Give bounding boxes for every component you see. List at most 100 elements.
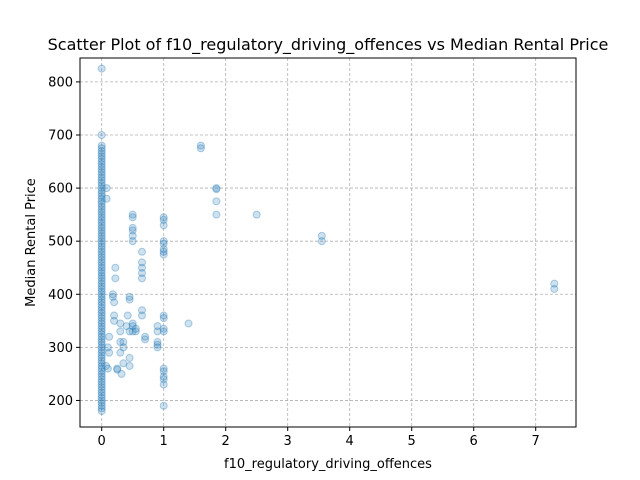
data-point bbox=[97, 218, 106, 227]
data-point bbox=[97, 170, 106, 179]
data-point bbox=[125, 295, 134, 304]
data-point bbox=[317, 237, 326, 246]
data-point bbox=[97, 242, 106, 251]
data-point bbox=[97, 303, 106, 312]
data-point bbox=[97, 282, 106, 291]
data-point bbox=[97, 258, 106, 267]
data-point bbox=[159, 375, 168, 384]
data-point bbox=[97, 160, 106, 169]
data-point bbox=[125, 327, 134, 336]
data-point bbox=[196, 141, 205, 150]
data-point bbox=[159, 372, 168, 381]
data-point bbox=[97, 393, 106, 402]
data-point bbox=[97, 207, 106, 216]
data-point bbox=[97, 205, 106, 214]
data-point bbox=[97, 176, 106, 185]
data-point bbox=[131, 324, 140, 333]
plot-frame bbox=[79, 57, 577, 428]
data-point bbox=[97, 274, 106, 283]
data-point bbox=[212, 197, 221, 206]
data-point bbox=[252, 210, 261, 219]
data-point bbox=[128, 237, 137, 246]
data-points bbox=[97, 64, 559, 416]
data-point bbox=[97, 221, 106, 230]
data-point bbox=[128, 231, 137, 240]
data-point bbox=[97, 231, 106, 240]
data-point bbox=[97, 271, 106, 280]
x-tick-label: 1 bbox=[160, 434, 168, 449]
data-point bbox=[119, 338, 128, 347]
data-point bbox=[97, 298, 106, 307]
data-point bbox=[97, 343, 106, 352]
x-tick-label: 4 bbox=[346, 434, 354, 449]
data-point bbox=[97, 388, 106, 397]
data-point bbox=[97, 404, 106, 413]
data-point bbox=[128, 322, 137, 331]
data-point bbox=[184, 319, 193, 328]
data-point bbox=[153, 327, 162, 336]
data-point bbox=[122, 322, 131, 331]
data-point bbox=[159, 221, 168, 230]
data-point bbox=[97, 226, 106, 235]
data-point bbox=[138, 247, 146, 256]
data-point bbox=[159, 367, 168, 376]
data-point bbox=[97, 229, 106, 238]
data-point bbox=[97, 247, 106, 256]
data-point bbox=[138, 311, 146, 320]
data-point bbox=[97, 152, 106, 161]
data-point bbox=[153, 338, 162, 347]
data-point bbox=[97, 165, 106, 174]
data-point bbox=[97, 141, 106, 150]
data-point bbox=[97, 157, 106, 166]
x-tick-label: 5 bbox=[408, 434, 416, 449]
data-point bbox=[97, 181, 106, 190]
x-axis-ticks: 0 1 2 3 4 5 6 7 bbox=[98, 427, 540, 449]
data-point bbox=[159, 314, 168, 323]
data-point bbox=[97, 300, 106, 309]
data-point bbox=[97, 237, 106, 246]
data-point bbox=[97, 197, 106, 206]
data-point bbox=[97, 324, 106, 333]
data-point bbox=[125, 361, 134, 370]
data-point bbox=[97, 202, 106, 211]
data-point bbox=[97, 173, 106, 182]
data-point bbox=[97, 348, 106, 357]
data-point bbox=[97, 144, 106, 153]
data-point bbox=[113, 364, 122, 373]
data-point bbox=[153, 322, 162, 331]
data-point bbox=[97, 213, 106, 222]
data-point bbox=[97, 239, 106, 248]
y-tick-label: 500 bbox=[48, 235, 73, 250]
data-point bbox=[97, 290, 106, 299]
data-point bbox=[97, 149, 106, 158]
data-point bbox=[113, 365, 122, 374]
data-point bbox=[159, 327, 168, 336]
data-point bbox=[97, 308, 106, 317]
data-point bbox=[550, 284, 559, 293]
data-point bbox=[102, 184, 111, 193]
data-point bbox=[97, 146, 106, 155]
data-point bbox=[97, 364, 106, 373]
data-point bbox=[97, 194, 106, 203]
data-point bbox=[159, 364, 168, 373]
data-point bbox=[97, 332, 106, 341]
data-point bbox=[108, 292, 117, 301]
data-point bbox=[97, 306, 106, 315]
data-point bbox=[97, 292, 106, 301]
data-point bbox=[317, 231, 326, 240]
data-point bbox=[119, 359, 128, 368]
data-point bbox=[141, 332, 150, 341]
data-point bbox=[97, 314, 106, 323]
data-point bbox=[153, 340, 162, 349]
data-point bbox=[97, 353, 106, 362]
data-point bbox=[111, 263, 120, 272]
data-point bbox=[97, 210, 106, 219]
data-point bbox=[159, 324, 168, 333]
data-point bbox=[97, 162, 106, 171]
data-point bbox=[97, 375, 106, 384]
data-point bbox=[550, 279, 559, 288]
data-point bbox=[97, 261, 106, 270]
data-point bbox=[97, 130, 106, 139]
data-point bbox=[97, 316, 106, 325]
